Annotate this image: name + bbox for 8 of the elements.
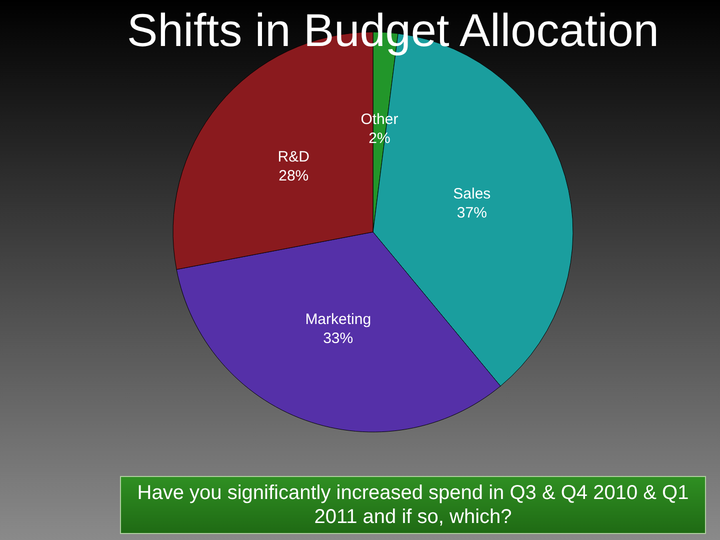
slice-label: R&D bbox=[278, 148, 310, 166]
data-label: 37% bbox=[456, 204, 487, 222]
slice-label: Sales bbox=[453, 185, 491, 202]
text: Have you significantly increased spend in Q3 & Q4 2010 & Q1 2011 and if so, which? bbox=[120, 476, 706, 534]
data-label: 33% bbox=[323, 330, 354, 347]
chart-title: Shifts in Budget Allocation bbox=[127, 4, 659, 56]
slice-label: Marketing bbox=[305, 310, 372, 328]
data-label: 28% bbox=[278, 167, 309, 184]
